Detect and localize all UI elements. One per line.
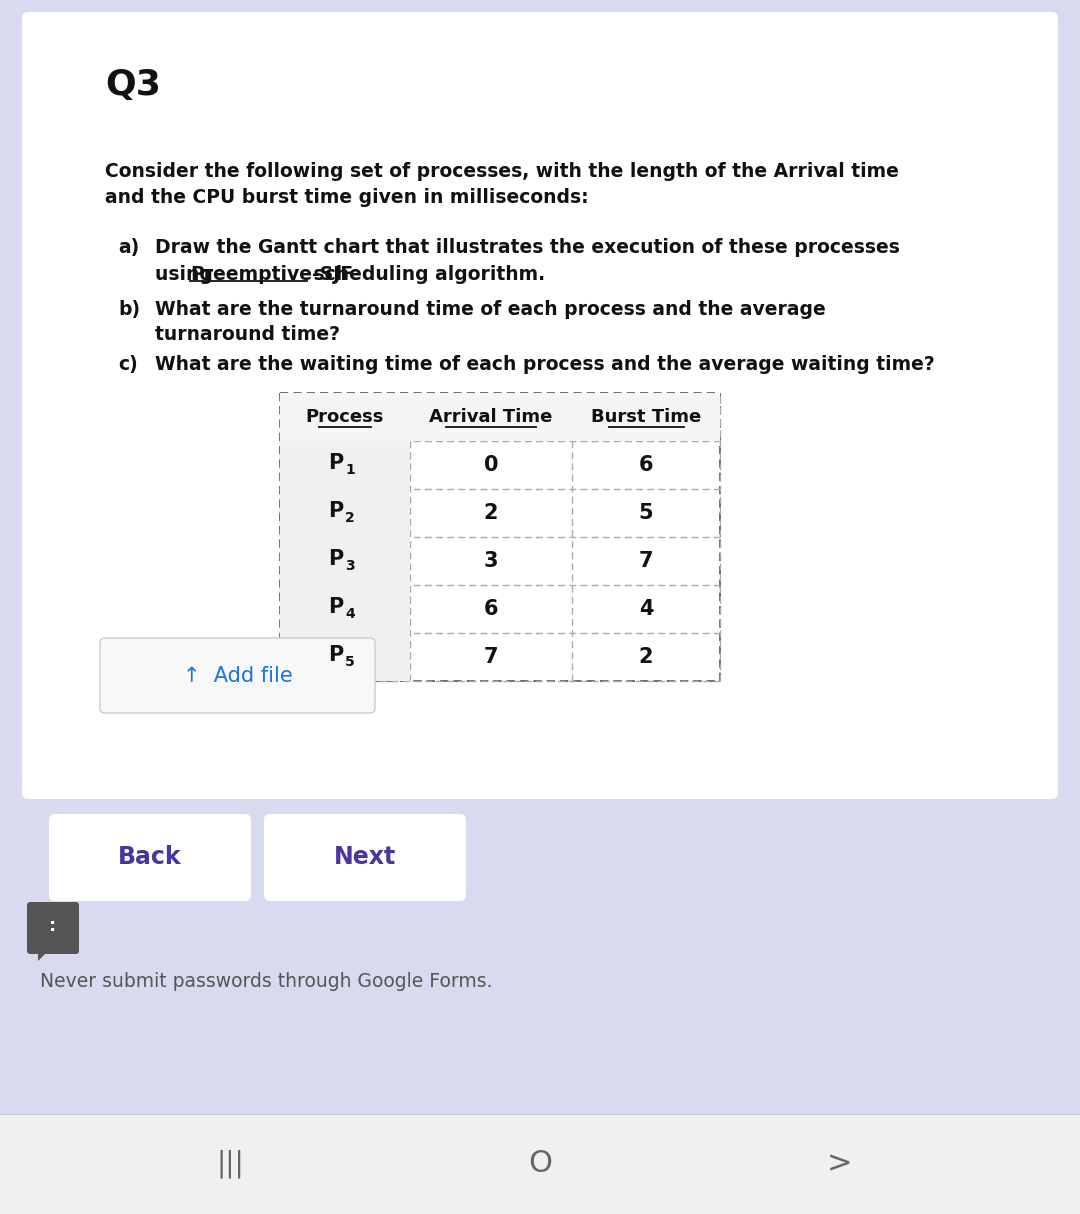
Bar	[280, 441, 410, 489]
Text: Preemptive-SJF: Preemptive-SJF	[190, 265, 353, 284]
Text: P: P	[327, 549, 343, 569]
Text: 4: 4	[345, 607, 354, 622]
Text: >: >	[827, 1150, 853, 1179]
Text: ↑  Add file: ↑ Add file	[183, 665, 293, 686]
Text: |||: |||	[216, 1150, 244, 1179]
Text: Arrival Time: Arrival Time	[430, 408, 553, 426]
Text: 0: 0	[484, 455, 498, 475]
Text: P: P	[327, 453, 343, 473]
Text: P: P	[327, 597, 343, 617]
Bar	[280, 393, 720, 441]
FancyBboxPatch shape	[100, 639, 375, 713]
Text: a): a)	[118, 238, 139, 257]
Text: P: P	[327, 501, 343, 521]
Text: 7: 7	[484, 647, 498, 666]
Text: 2: 2	[484, 503, 498, 523]
Text: Process: Process	[306, 408, 384, 426]
Text: scheduling algorithm.: scheduling algorithm.	[307, 265, 545, 284]
Text: 1: 1	[345, 463, 354, 477]
Text: 6: 6	[638, 455, 653, 475]
Text: 3: 3	[484, 551, 498, 571]
Text: b): b)	[118, 300, 140, 319]
Text: 3: 3	[345, 558, 354, 573]
Text: Consider the following set of processes, with the length of the Arrival time: Consider the following set of processes,…	[105, 161, 899, 181]
FancyBboxPatch shape	[49, 815, 251, 901]
Text: 5: 5	[638, 503, 653, 523]
Text: What are the turnaround time of each process and the average: What are the turnaround time of each pro…	[156, 300, 826, 319]
Polygon shape	[38, 951, 48, 961]
Bar	[280, 489, 410, 537]
Bar	[280, 585, 410, 632]
Text: and the CPU burst time given in milliseconds:: and the CPU burst time given in millisec…	[105, 188, 589, 208]
Bar	[280, 632, 410, 681]
Text: P: P	[327, 645, 343, 665]
Text: 4: 4	[638, 599, 653, 619]
Text: 2: 2	[345, 511, 354, 524]
Text: Burst Time: Burst Time	[591, 408, 701, 426]
Text: 5: 5	[345, 656, 354, 669]
FancyBboxPatch shape	[264, 815, 465, 901]
Text: 7: 7	[638, 551, 653, 571]
Bar	[0, 775, 1080, 793]
Text: Next: Next	[334, 845, 396, 869]
Text: using: using	[156, 265, 219, 284]
Bar	[0, 1114, 1080, 1214]
Text: :: :	[50, 917, 56, 935]
Text: Never submit passwords through Google Forms.: Never submit passwords through Google Fo…	[40, 972, 492, 991]
Bar	[0, 793, 1080, 1214]
FancyBboxPatch shape	[27, 902, 79, 954]
Text: What are the waiting time of each process and the average waiting time?: What are the waiting time of each proces…	[156, 354, 935, 374]
Text: Back: Back	[118, 845, 181, 869]
Text: Draw the Gantt chart that illustrates the execution of these processes: Draw the Gantt chart that illustrates th…	[156, 238, 900, 257]
Bar	[280, 537, 410, 585]
Text: O: O	[528, 1150, 552, 1179]
Bar	[0, 0, 28, 18]
Bar	[0, 800, 1080, 980]
Text: c): c)	[118, 354, 138, 374]
Text: turnaround time?: turnaround time?	[156, 325, 340, 344]
Text: 6: 6	[484, 599, 498, 619]
FancyBboxPatch shape	[22, 12, 1058, 799]
Text: 2: 2	[638, 647, 653, 666]
Text: Q3: Q3	[105, 68, 161, 102]
Bar	[1052, 0, 1080, 18]
